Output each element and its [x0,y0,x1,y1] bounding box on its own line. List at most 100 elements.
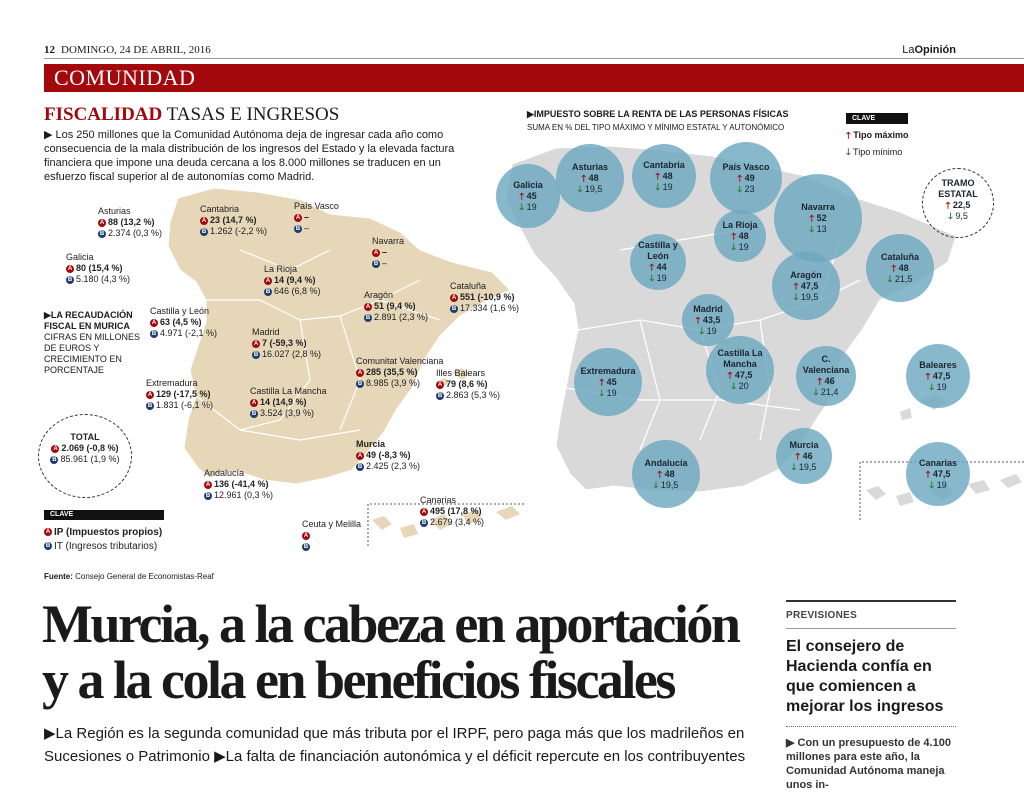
page-folio: 12 DOMINGO, 24 DE ABRIL, 2016 [44,44,211,56]
irpf-max: 48 [588,172,599,183]
it-badge-icon: B [420,518,428,527]
region-name: Aragón [364,290,394,300]
recaud-region-label: Comunitat Valenciana A 285 (35,5 %) B 8.985 … [356,356,443,389]
ip-badge-icon: A [204,480,212,489]
ip-badge-icon: A [146,390,154,399]
it-badge-icon: B [356,379,364,388]
irpf-max: 49 [744,172,755,183]
arrow-down-icon: 🡓 [929,381,937,392]
irpf-bubble-label: C. Valenciana 🡑 46 🡓 21,4 [786,354,866,398]
irpf-bubble-label: Galicia 🡑 45 🡓 19 [488,180,568,213]
region-ip: 79 (8,6 %) [446,379,488,389]
region-ip: 7 (-59,3 %) [262,338,307,348]
region-ip: 14 (9,4 %) [274,275,316,285]
region-name: Castilla La Mancha [250,386,327,396]
it-badge-icon: B [294,224,302,233]
issue-date: DOMINGO, 24 DE ABRIL, 2016 [61,44,211,56]
baleares-islands-left [440,368,470,386]
region-ip: 63 (4,5 %) [160,317,202,327]
region-ip: 80 (15,4 %) [76,263,123,273]
region-ip: 285 (35,5 %) [366,367,418,377]
sidebar-title: El consejero de Hacienda confía en que c… [786,638,944,715]
region-ip: 129 (-17,5 %) [156,389,211,399]
arrow-down-icon: 🡓 [809,223,817,234]
irpf-bubble-label: Cataluña 🡑 48 🡓 21,5 [860,252,940,285]
region-name: Extremadura [146,378,198,388]
irpf-min: 19 [526,201,537,212]
sidebar-label: PREVISIONES [786,610,858,621]
region-it: 2.374 (0,3 %) [108,228,163,238]
irpf-bubble-label: Extremadura 🡑 45 🡓 19 [568,366,648,399]
arrow-down-icon: 🡓 [846,147,851,157]
irpf-bubble [682,294,734,346]
irpf-subtitle: SUMA EN % DEL TIPO MÁXIMO Y MÍNIMO ESTAT… [527,123,785,132]
recaud-region-label: Castilla La Mancha A 14 (14,9 %) B 3.524 (3,… [250,386,330,419]
recaud-region-label: Galicia A 80 (15,4 %) B 5.180 (4,3 %) [66,252,130,285]
it-badge-icon: B [356,462,364,471]
arrow-up-icon: 🡑 [817,376,825,386]
arrow-down-icon: 🡓 [948,211,953,221]
recaud-region-label: Asturias A 88 (13,2 %) B 2.374 (0,3 %) [98,206,162,239]
region-it: 4.971 (-2,1 %) [160,328,218,338]
total-label: TOTAL [70,432,100,442]
irpf-bubble-label: Canarias 🡑 47,5 🡓 19 [898,458,978,491]
sidebar-body: ▶ Con un presupuesto de 4.100 millones p… [786,737,951,791]
arrow-up-icon: 🡑 [846,130,851,140]
ip-badge-icon: A [200,216,208,225]
region-it: 646 (6,8 %) [274,286,321,296]
source-note: Fuente: Consejo General de Economistas-R… [44,572,214,581]
irpf-min: 19 [738,241,749,252]
infographic-title: FISCALIDAD TASAS E INGRESOS [44,104,339,126]
header-rule [44,58,1024,59]
legend-min: 🡓 Tipo mínimo [846,145,902,161]
recaud-region-label: Navarra A – B – [372,236,404,269]
ip-badge-icon: A [420,507,428,516]
arrow-down-icon: 🡓 [655,181,663,192]
irpf-bubble [772,252,840,320]
ip-badge-icon: A [450,293,458,302]
region-it: 12.961 (0,3 %) [214,490,274,500]
region-ip: 49 (-8,3 %) [366,450,411,460]
arrow-down-icon: 🡓 [577,183,585,194]
ip-badge-icon: A [264,276,272,285]
recaud-region-label: Ceuta y Melilla A B [302,519,361,552]
sidebar-rule [786,600,956,602]
headline: Murcia, a la cabeza en aportación y a la… [42,594,741,710]
clave-bar-right: CLAVE [846,113,908,124]
irpf-bubble [906,442,970,506]
legend-min-label: Tipo mínimo [853,147,903,157]
recaudacion-desc: CIFRAS EN MILLONES DE EUROS Y CRECIMIENT… [44,332,141,375]
arrow-down-icon: 🡓 [649,273,657,283]
irpf-region-name: C. Valenciana [802,354,850,375]
arrow-up-icon: 🡑 [891,262,899,273]
irpf-bubble-label: Madrid 🡑 43,5 🡓 19 [668,304,748,337]
ip-badge-icon: A [66,264,74,273]
infographic-title-red: FISCALIDAD [44,104,163,125]
irpf-min: 19 [662,181,673,192]
arrow-up-icon: 🡑 [655,170,663,181]
region-ip: 136 (-41,4 %) [214,479,269,489]
it-badge-icon: B [204,491,212,500]
it-badge-icon: B [66,275,74,284]
irpf-bubble-label: Asturias 🡑 48 🡓 19,5 [550,162,630,195]
infographic-title-rest: TASAS E INGRESOS [166,104,340,125]
irpf-min: 20 [738,381,749,391]
irpf-min: 19 [936,381,947,392]
region-name: Navarra [372,236,405,246]
arrow-down-icon: 🡓 [599,387,607,398]
ip-badge-icon: A [302,531,310,540]
region-name: Ceuta y Melilla [302,519,362,529]
recaud-region-label: Canarias A 495 (17,8 %) B 2.679 (3,4 %) [420,495,484,528]
irpf-region-name: Baleares [919,359,957,370]
region-it: 3.524 (3,9 %) [260,408,315,418]
region-ip: 23 (14,7 %) [210,215,257,225]
irpf-min: 19,5 [800,291,819,302]
irpf-max: 47,5 [734,370,753,380]
irpf-min: 21,5 [894,273,913,284]
irpf-max: 48 [664,468,675,479]
region-name: Andalucía [204,468,245,478]
recaud-region-label: La Rioja A 14 (9,4 %) B 646 (6,8 %) [264,264,321,297]
irpf-max: 46 [802,450,813,461]
arrow-down-icon: 🡓 [813,387,821,397]
arrow-up-icon: 🡑 [657,468,665,479]
